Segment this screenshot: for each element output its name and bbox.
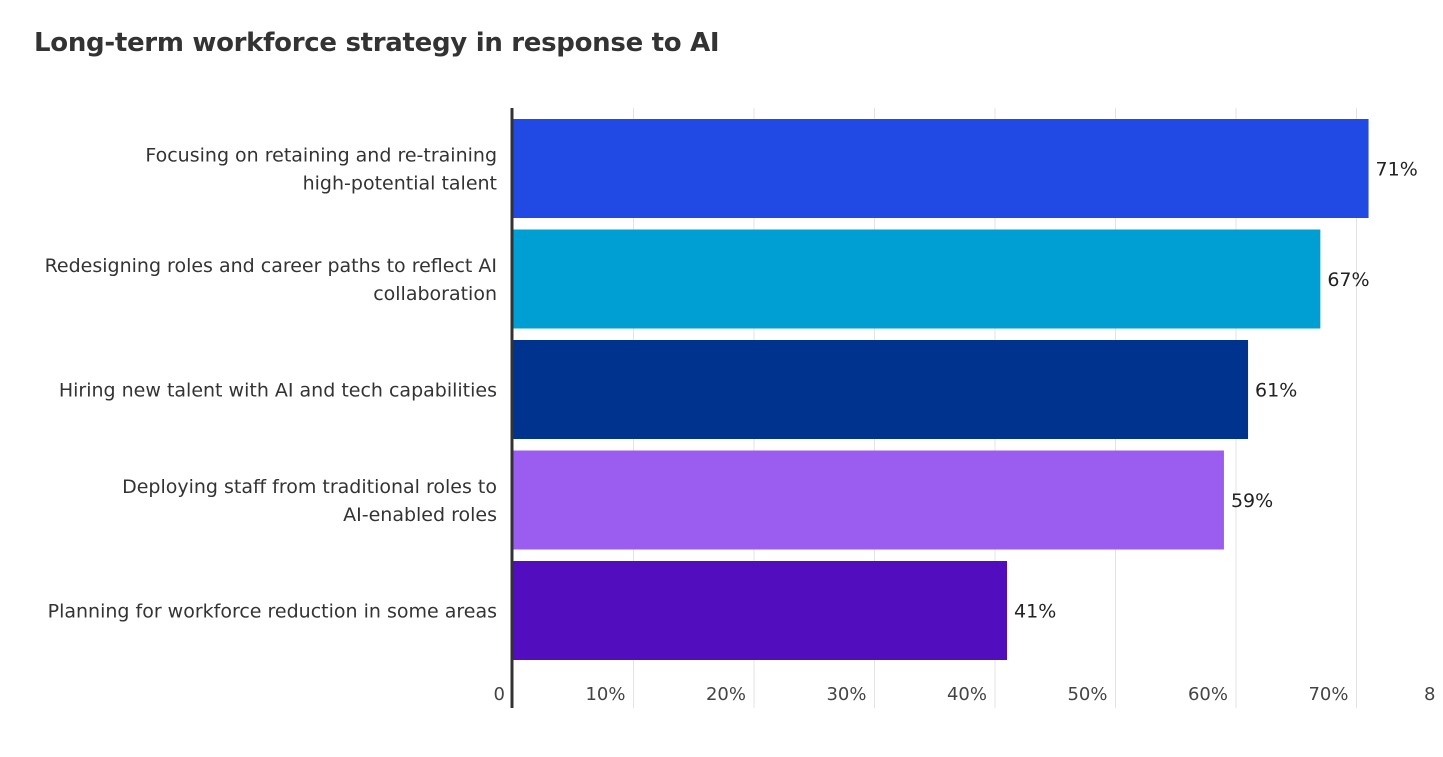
data-label: 59% xyxy=(1231,490,1273,512)
bar xyxy=(513,119,1369,218)
value-labels: 71% 67% 61% 59% 41% xyxy=(1014,159,1418,623)
x-tick-label: 0 xyxy=(494,684,505,705)
x-tick-label: 40% xyxy=(947,684,987,705)
category-label: Hiring new talent with AI and tech capab… xyxy=(59,380,497,402)
category-label: Redesigning roles and career paths to re… xyxy=(45,255,497,305)
category-label-line: high-potential talent xyxy=(303,173,497,195)
bars xyxy=(513,119,1369,660)
category-label-line: Focusing on retaining and re-training xyxy=(145,145,497,167)
category-label-line: Hiring new talent with AI and tech capab… xyxy=(59,380,497,402)
data-label: 71% xyxy=(1376,159,1418,181)
category-label-line: AI-enabled roles xyxy=(343,504,497,526)
x-tick-label: 20% xyxy=(706,684,746,705)
data-label: 67% xyxy=(1327,269,1369,291)
category-label-line: Planning for workforce reduction in some… xyxy=(48,601,497,623)
category-label-line: collaboration xyxy=(373,283,497,305)
category-label: Focusing on retaining and re-training hig… xyxy=(145,145,497,195)
bar xyxy=(513,561,1008,660)
category-label-line: Redesigning roles and career paths to re… xyxy=(45,255,497,277)
x-tick-label: 70% xyxy=(1308,684,1348,705)
category-label: Planning for workforce reduction in some… xyxy=(48,601,497,623)
data-label: 41% xyxy=(1014,601,1056,623)
bar xyxy=(513,229,1321,329)
x-axis-ticks: 0 10% 20% 30% 40% 50% 60% 70% 8 xyxy=(494,684,1436,705)
category-label-line: Deploying staff from traditional roles t… xyxy=(122,476,497,498)
x-tick-label: 10% xyxy=(585,684,625,705)
bar xyxy=(513,340,1249,439)
bar xyxy=(513,450,1224,550)
data-label: 61% xyxy=(1255,380,1297,402)
x-tick-label: 8 xyxy=(1424,684,1435,705)
x-tick-label: 50% xyxy=(1067,684,1107,705)
category-label: Deploying staff from traditional roles t… xyxy=(122,476,497,526)
chart-title: Long-term workforce strategy in response… xyxy=(34,28,720,58)
x-tick-label: 60% xyxy=(1188,684,1228,705)
category-labels: Focusing on retaining and re-training hig… xyxy=(45,145,497,623)
x-tick-label: 30% xyxy=(826,684,866,705)
